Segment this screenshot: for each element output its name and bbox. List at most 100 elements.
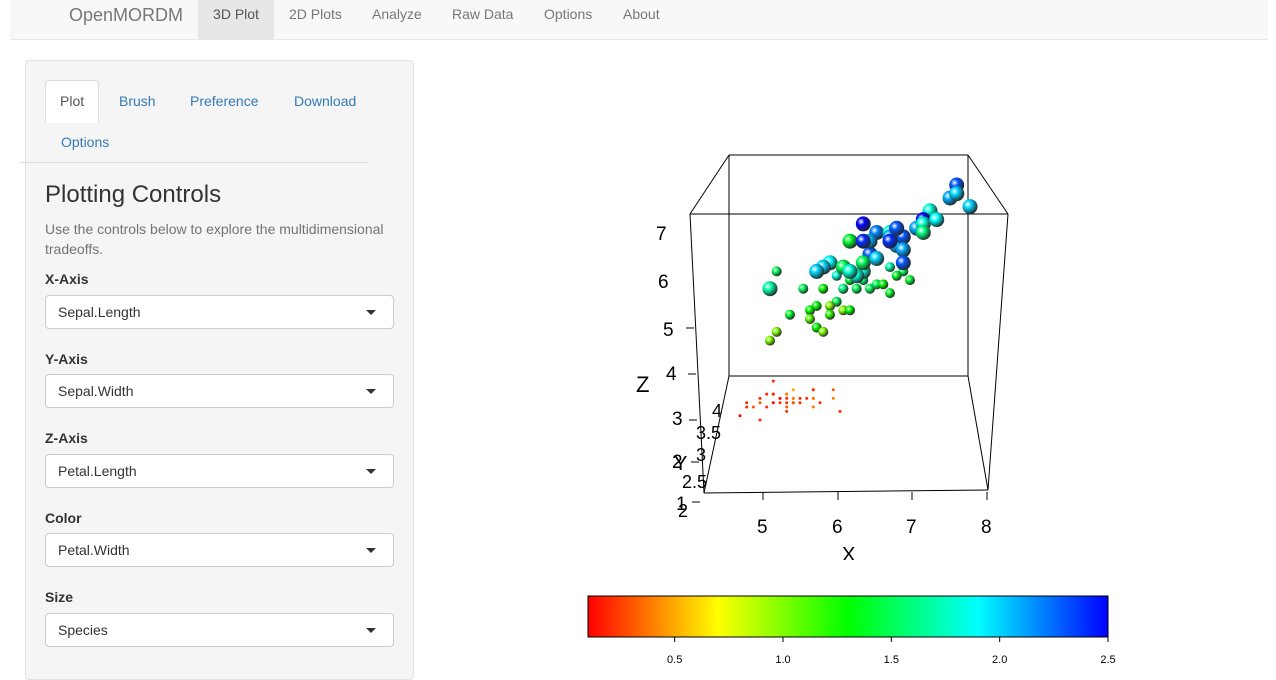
brand[interactable]: OpenMORDM bbox=[69, 5, 184, 25]
data-points bbox=[738, 177, 978, 422]
data-point bbox=[838, 409, 842, 413]
y-tick-label: 4 bbox=[712, 401, 722, 421]
x-axis-select[interactable]: Sepal.Length bbox=[45, 295, 394, 329]
data-point bbox=[915, 225, 931, 240]
data-point bbox=[785, 409, 789, 413]
data-point bbox=[745, 401, 749, 405]
colorbar-tick-label: 2.5 bbox=[1100, 654, 1115, 666]
nav-options[interactable]: Options bbox=[544, 6, 593, 22]
chevron-down-icon bbox=[366, 469, 376, 474]
data-point bbox=[882, 233, 898, 249]
data-point bbox=[818, 326, 829, 337]
data-point bbox=[838, 283, 849, 294]
y-axis-label: Y-Axis bbox=[45, 351, 88, 367]
tab-preference[interactable]: Preference bbox=[190, 93, 259, 109]
x-tick-label: 7 bbox=[906, 517, 917, 538]
data-point bbox=[765, 335, 775, 346]
data-point bbox=[811, 388, 815, 392]
data-point bbox=[885, 262, 895, 273]
z-tick-label: 6 bbox=[658, 272, 669, 293]
data-point bbox=[962, 199, 978, 215]
box-edge bbox=[967, 375, 989, 491]
data-point bbox=[895, 255, 911, 271]
data-point bbox=[878, 279, 889, 290]
nav-3d-plot[interactable]: 3D Plot bbox=[198, 0, 274, 39]
data-point bbox=[762, 281, 778, 297]
data-point bbox=[809, 263, 825, 279]
data-point bbox=[785, 405, 789, 409]
data-point bbox=[831, 388, 835, 392]
x-tick-label: 8 bbox=[981, 517, 992, 538]
nav-analyze[interactable]: Analyze bbox=[372, 6, 422, 22]
z-axis-title: Z bbox=[636, 372, 649, 397]
tabs-divider bbox=[20, 162, 369, 163]
data-point bbox=[929, 212, 945, 228]
y-tick-label: 2 bbox=[678, 501, 688, 521]
chevron-down-icon bbox=[366, 628, 376, 633]
data-point bbox=[785, 401, 789, 405]
x-tick-label: 5 bbox=[757, 517, 768, 538]
data-point bbox=[885, 288, 895, 299]
data-point bbox=[825, 309, 835, 320]
z-tick-label: 3 bbox=[672, 409, 683, 430]
data-point bbox=[791, 396, 795, 400]
data-point bbox=[891, 270, 902, 281]
help-text: Use the controls below to explore the mu… bbox=[45, 221, 384, 257]
z-tick-label: 1 bbox=[676, 494, 687, 515]
box-edge bbox=[987, 213, 1009, 491]
navbar: OpenMORDM 3D Plot 2D Plots Analyze Raw D… bbox=[10, 0, 1268, 40]
y-tick-label: 2.5 bbox=[682, 472, 707, 492]
data-point bbox=[765, 392, 769, 396]
tab-download[interactable]: Download bbox=[294, 93, 357, 109]
data-point bbox=[895, 242, 911, 258]
page-title: Plotting Controls bbox=[45, 181, 222, 208]
data-point bbox=[851, 283, 862, 294]
y-axis-select[interactable]: Sepal.Width bbox=[45, 374, 394, 408]
z-axis-value: Petal.Length bbox=[58, 463, 137, 479]
data-point bbox=[811, 301, 822, 311]
data-point bbox=[751, 405, 755, 409]
y-tick-label: 3.5 bbox=[696, 423, 721, 443]
z-axis-select[interactable]: Petal.Length bbox=[45, 454, 394, 488]
data-point bbox=[791, 388, 795, 392]
box-edge bbox=[703, 489, 989, 494]
color-select[interactable]: Petal.Width bbox=[45, 533, 394, 567]
data-point bbox=[855, 255, 871, 271]
colorbar-ticks: 0.5 1.0 1.5 2.0 2.5 bbox=[667, 637, 1116, 666]
size-value: Species bbox=[58, 622, 108, 638]
data-point bbox=[758, 418, 762, 422]
data-point bbox=[745, 405, 749, 409]
data-point bbox=[855, 216, 871, 232]
data-point bbox=[785, 392, 789, 396]
nav-raw-data[interactable]: Raw Data bbox=[452, 6, 514, 22]
nav-2d-plots[interactable]: 2D Plots bbox=[289, 6, 342, 22]
chevron-down-icon bbox=[366, 310, 376, 315]
data-point bbox=[798, 401, 802, 405]
tab-brush[interactable]: Brush bbox=[119, 93, 156, 109]
data-point bbox=[949, 186, 965, 202]
colorbar-tick-label: 2.0 bbox=[992, 654, 1007, 666]
tab-options[interactable]: Options bbox=[61, 134, 110, 150]
size-label: Size bbox=[45, 589, 74, 605]
data-point bbox=[831, 396, 835, 400]
z-axis-label: Z-Axis bbox=[45, 430, 88, 446]
size-select[interactable]: Species bbox=[45, 613, 394, 647]
data-point bbox=[855, 233, 871, 249]
tab-plot[interactable]: Plot bbox=[45, 80, 100, 123]
y-tick-label: 3 bbox=[696, 445, 706, 465]
data-point bbox=[738, 414, 742, 418]
data-point bbox=[785, 396, 789, 400]
x-axis-value: Sepal.Length bbox=[58, 304, 141, 320]
data-point bbox=[778, 401, 782, 405]
data-point bbox=[845, 305, 855, 316]
colorbar-tick-label: 1.0 bbox=[775, 654, 790, 666]
data-point bbox=[805, 314, 815, 324]
box-edge bbox=[689, 213, 705, 494]
color-value: Petal.Width bbox=[58, 542, 130, 558]
data-point bbox=[785, 309, 795, 320]
nav-about[interactable]: About bbox=[623, 6, 660, 22]
data-point bbox=[798, 396, 802, 400]
data-point bbox=[869, 251, 885, 266]
data-point bbox=[905, 275, 915, 286]
